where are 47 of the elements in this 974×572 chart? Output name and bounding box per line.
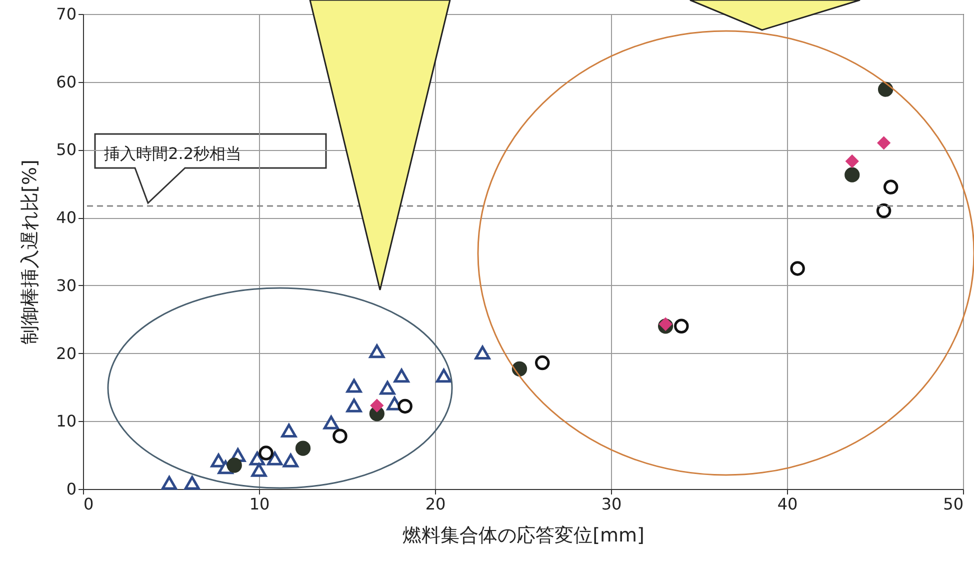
y-tick-label: 60 (56, 72, 76, 92)
point (346, 378, 362, 393)
point (295, 440, 311, 456)
y-tick-label: 10 (56, 412, 76, 431)
y-tick-label: 0 (66, 480, 76, 498)
point (436, 368, 452, 383)
point (267, 452, 283, 466)
point (346, 398, 362, 412)
point (281, 424, 297, 438)
point (674, 318, 689, 334)
point (282, 454, 298, 468)
point (883, 180, 898, 194)
x-axis-title: 燃料集合体の応答変位[mm] (402, 524, 644, 546)
y-tick-label: 70 (56, 4, 76, 24)
point (370, 398, 384, 412)
x-tick-label: 40 (777, 494, 798, 514)
x-tick-label: 30 (601, 494, 622, 514)
point (184, 476, 200, 490)
point (844, 167, 860, 182)
point (534, 355, 550, 370)
y-tick-label: 50 (56, 140, 76, 160)
point (332, 428, 348, 444)
point (877, 136, 890, 150)
y-axis-title: 制御棒挿入遅れ比[%] (19, 160, 42, 344)
annotation: 挿入時間2.2秒相当 (104, 144, 242, 164)
point (790, 261, 805, 276)
x-tick-label: 20 (425, 494, 446, 514)
point (161, 476, 178, 490)
point (249, 452, 266, 466)
point (251, 463, 267, 477)
x-tick-label: 0 (84, 494, 94, 514)
y-tick-label: 20 (56, 344, 76, 363)
point (845, 154, 859, 168)
point (369, 344, 385, 358)
point (258, 446, 274, 460)
y-tick-label: 40 (56, 208, 76, 228)
point (380, 380, 396, 395)
point (876, 203, 892, 218)
y-tick-label: 30 (56, 276, 76, 295)
point (658, 317, 672, 331)
x-tick-label: 10 (249, 494, 270, 514)
point (323, 416, 339, 430)
point (398, 398, 412, 414)
point (474, 346, 490, 360)
point (226, 458, 242, 473)
x-tick-label: 50 (943, 494, 964, 514)
point (394, 368, 410, 383)
